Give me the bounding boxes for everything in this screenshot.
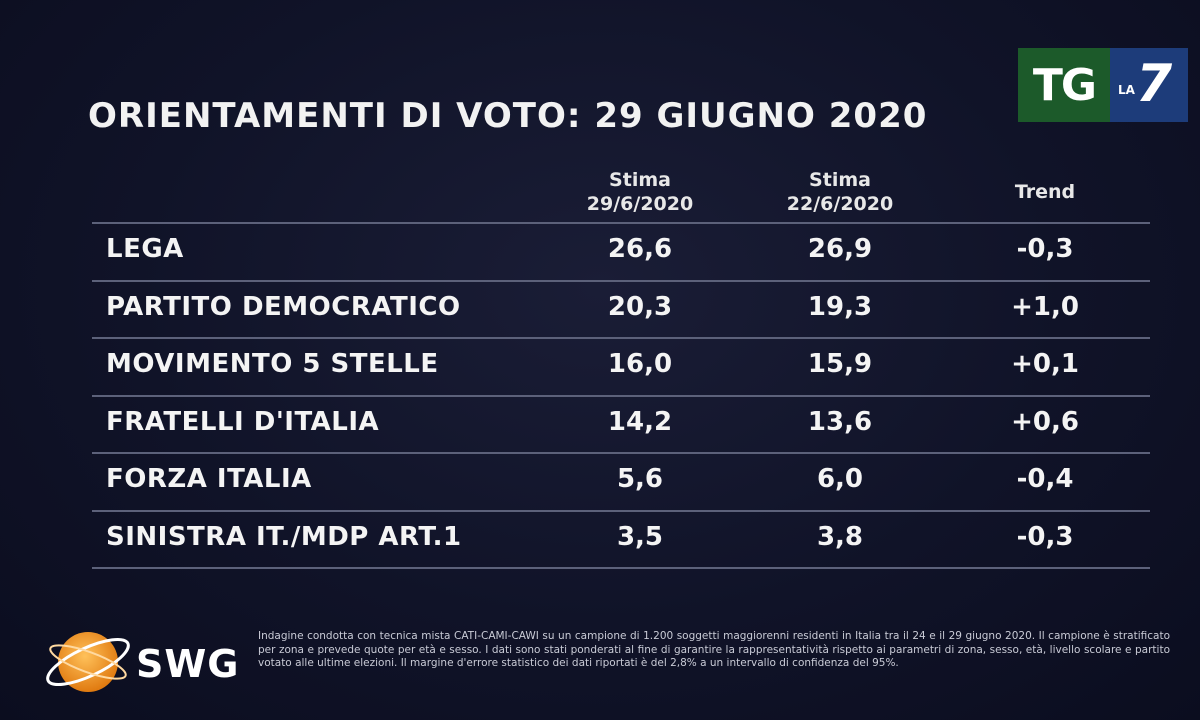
party-name: PARTITO DEMOCRATICO <box>106 291 461 322</box>
table-rule <box>92 222 1150 224</box>
table-rule <box>92 509 1150 512</box>
table-row: MOVIMENTO 5 STELLE 16,0 15,9 +0,1 <box>0 337 1200 393</box>
stima-29-6-value: 26,6 <box>607 234 673 264</box>
column-header-stima-29-6: Stima 29/6/2020 <box>560 168 720 216</box>
swg-brand: SWG <box>136 642 240 686</box>
trend-value: -0,4 <box>1016 464 1074 494</box>
tg-logo-text: TG <box>1018 48 1110 122</box>
trend-value: -0,3 <box>1016 234 1074 264</box>
trend-value: -0,3 <box>1016 521 1074 552</box>
column-header-line: Stima <box>809 169 871 191</box>
party-name: SINISTRA IT./MDP ART.1 <box>106 521 462 552</box>
column-header-trend: Trend <box>1014 181 1076 203</box>
la7-logo: LA 7 <box>1110 48 1188 122</box>
stima-22-6-value: 19,3 <box>807 291 873 322</box>
page-title: ORIENTAMENTI DI VOTO: 29 GIUGNO 2020 <box>88 96 928 136</box>
column-header-line: Stima <box>609 169 671 191</box>
methodology-note: Indagine condotta con tecnica mista CATI… <box>258 630 1170 669</box>
stima-22-6-value: 13,6 <box>807 406 873 437</box>
table-rule <box>92 394 1150 397</box>
stima-29-6-value: 20,3 <box>607 291 673 322</box>
tg-la7-logo: TG LA 7 <box>1018 48 1188 122</box>
table-row: FRATELLI D'ITALIA 14,2 13,6 +0,6 <box>0 395 1200 451</box>
table-rule <box>92 567 1150 569</box>
stima-22-6-value: 26,9 <box>807 234 873 264</box>
table-row: SINISTRA IT./MDP ART.1 3,5 3,8 -0,3 <box>0 510 1200 566</box>
trend-value: +1,0 <box>1011 291 1079 322</box>
swg-globe-icon <box>46 632 130 692</box>
table-rule <box>92 452 1150 454</box>
table-rule <box>92 279 1150 282</box>
table-row: LEGA 26,6 26,9 -0,3 <box>0 222 1200 278</box>
stima-22-6-value: 15,9 <box>807 349 873 379</box>
party-name: MOVIMENTO 5 STELLE <box>106 349 439 379</box>
trend-value: +0,1 <box>1011 349 1079 379</box>
stima-29-6-value: 5,6 <box>616 464 664 494</box>
column-header-date: 22/6/2020 <box>786 193 894 215</box>
stima-22-6-value: 6,0 <box>816 464 864 494</box>
la7-logo-seven: 7 <box>1136 54 1173 114</box>
column-header-stima-22-6: Stima 22/6/2020 <box>760 168 920 216</box>
stima-29-6-value: 16,0 <box>607 349 673 379</box>
trend-value: +0,6 <box>1011 406 1079 437</box>
stima-29-6-value: 14,2 <box>607 406 673 437</box>
column-header-date: 29/6/2020 <box>586 193 694 215</box>
la7-logo-la: LA <box>1118 83 1135 97</box>
table-rule <box>92 337 1150 339</box>
stima-22-6-value: 3,8 <box>816 521 864 552</box>
stima-29-6-value: 3,5 <box>616 521 664 552</box>
party-name: LEGA <box>106 234 184 264</box>
table-row: PARTITO DEMOCRATICO 20,3 19,3 +1,0 <box>0 280 1200 336</box>
table-row: FORZA ITALIA 5,6 6,0 -0,4 <box>0 452 1200 508</box>
party-name: FRATELLI D'ITALIA <box>106 406 380 437</box>
party-name: FORZA ITALIA <box>106 464 312 494</box>
